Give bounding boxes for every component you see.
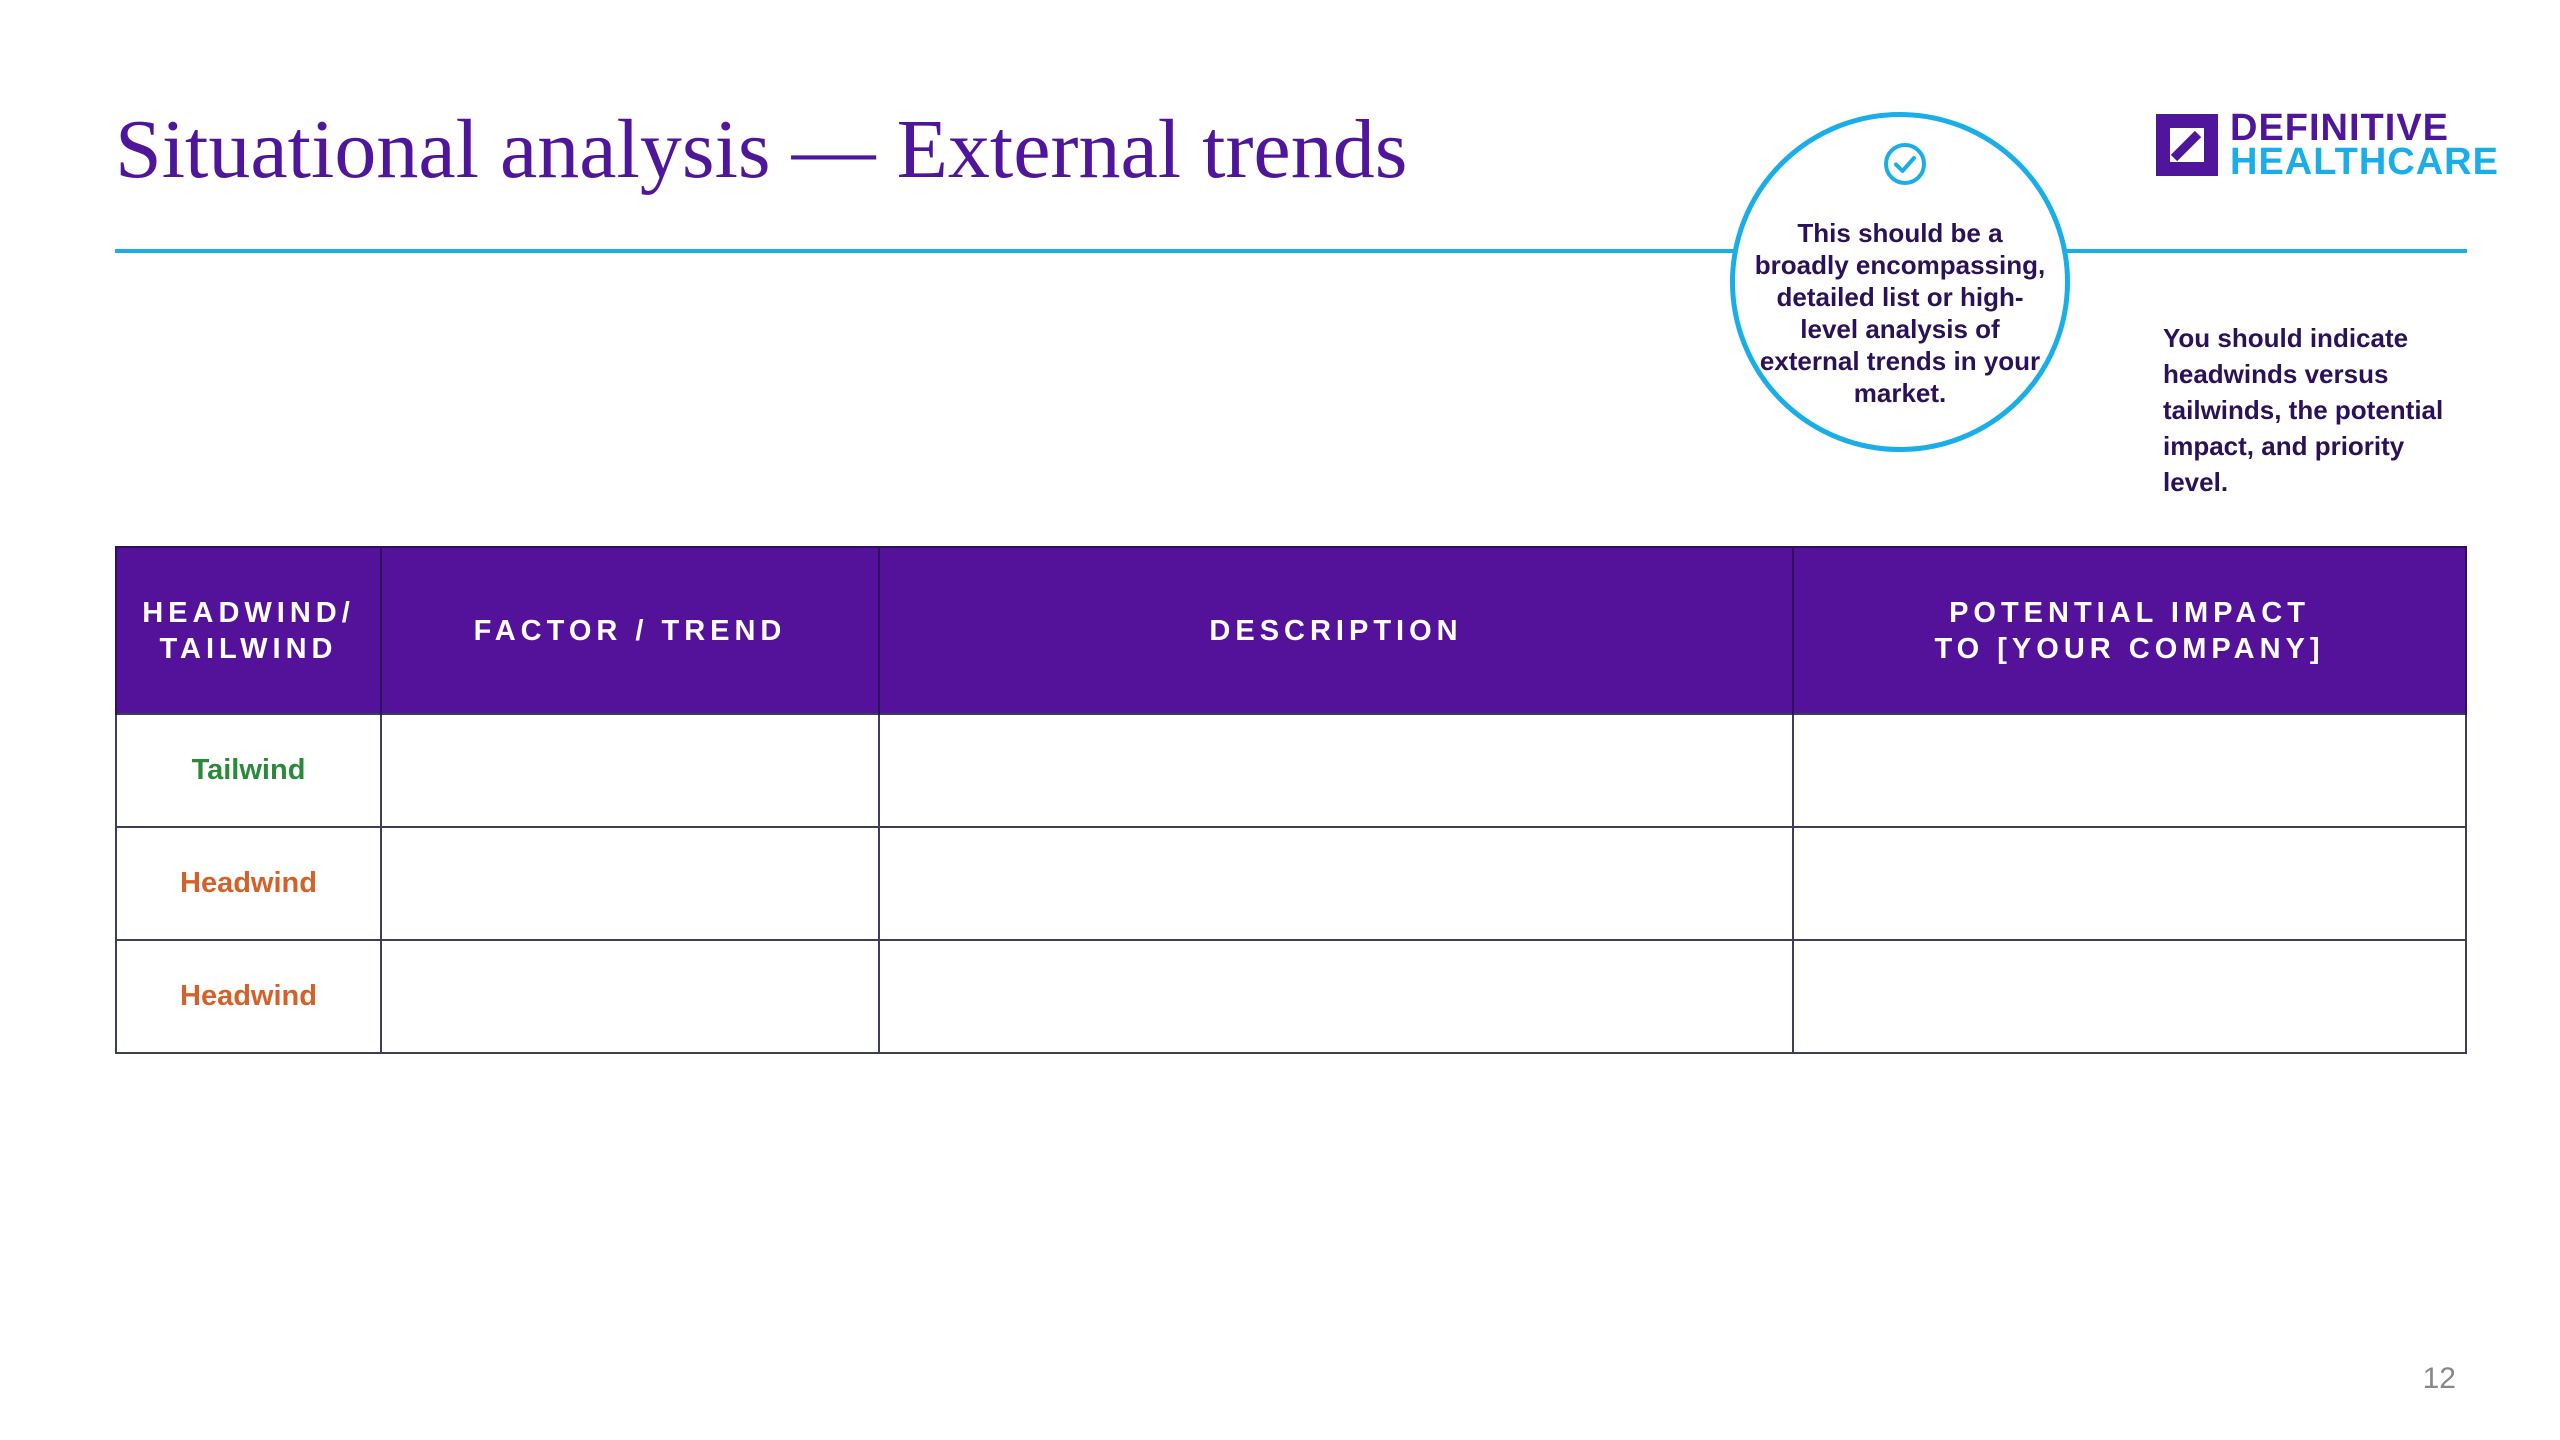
factor-cell[interactable] — [380, 713, 880, 828]
header-potential-impact: POTENTIAL IMPACT TO [YOUR COMPANY] — [1792, 546, 2467, 714]
logo-arrow-icon — [2156, 114, 2218, 176]
description-cell[interactable] — [878, 939, 1794, 1054]
table-row: Headwind — [115, 826, 2467, 941]
logo-text-healthcare: HEALTHCARE — [2230, 141, 2499, 183]
callout-circle: This should be a broadly encompassing, d… — [1730, 112, 2070, 452]
company-logo: DEFINITIVE HEALTHCARE — [2156, 107, 2498, 181]
impact-cell[interactable] — [1792, 826, 2467, 941]
slide-title: Situational analysis — External trends — [115, 103, 1408, 196]
impact-cell[interactable] — [1792, 939, 2467, 1054]
header-headwind-tailwind: HEADWIND/ TAILWIND — [115, 546, 382, 714]
side-note: You should indicate headwinds versus tai… — [2163, 323, 2444, 497]
factor-cell[interactable] — [380, 939, 880, 1054]
checkmark-circle-icon — [1884, 143, 1926, 185]
description-cell[interactable] — [878, 713, 1794, 828]
factor-cell[interactable] — [380, 826, 880, 941]
impact-cell[interactable] — [1792, 713, 2467, 828]
trend-type-cell[interactable]: Headwind — [115, 826, 382, 941]
table-row: Headwind — [115, 939, 2467, 1054]
table-row: Tailwind — [115, 713, 2467, 828]
logo-text-definitive: DEFINITIVE — [2230, 107, 2450, 149]
trend-type-cell[interactable]: Tailwind — [115, 713, 382, 828]
header-factor-trend: FACTOR / TREND — [380, 546, 880, 714]
external-trends-table: HEADWIND/ TAILWIND FACTOR / TREND DESCRI… — [115, 546, 2467, 1054]
page-number: 12 — [2422, 1362, 2456, 1395]
title-divider — [115, 249, 2467, 253]
description-cell[interactable] — [878, 826, 1794, 941]
header-description: DESCRIPTION — [878, 546, 1794, 714]
callout-text: This should be a broadly encompassing, d… — [1754, 218, 2046, 408]
trend-type-cell[interactable]: Headwind — [115, 939, 382, 1054]
table-header-row: HEADWIND/ TAILWIND FACTOR / TREND DESCRI… — [115, 546, 2467, 714]
